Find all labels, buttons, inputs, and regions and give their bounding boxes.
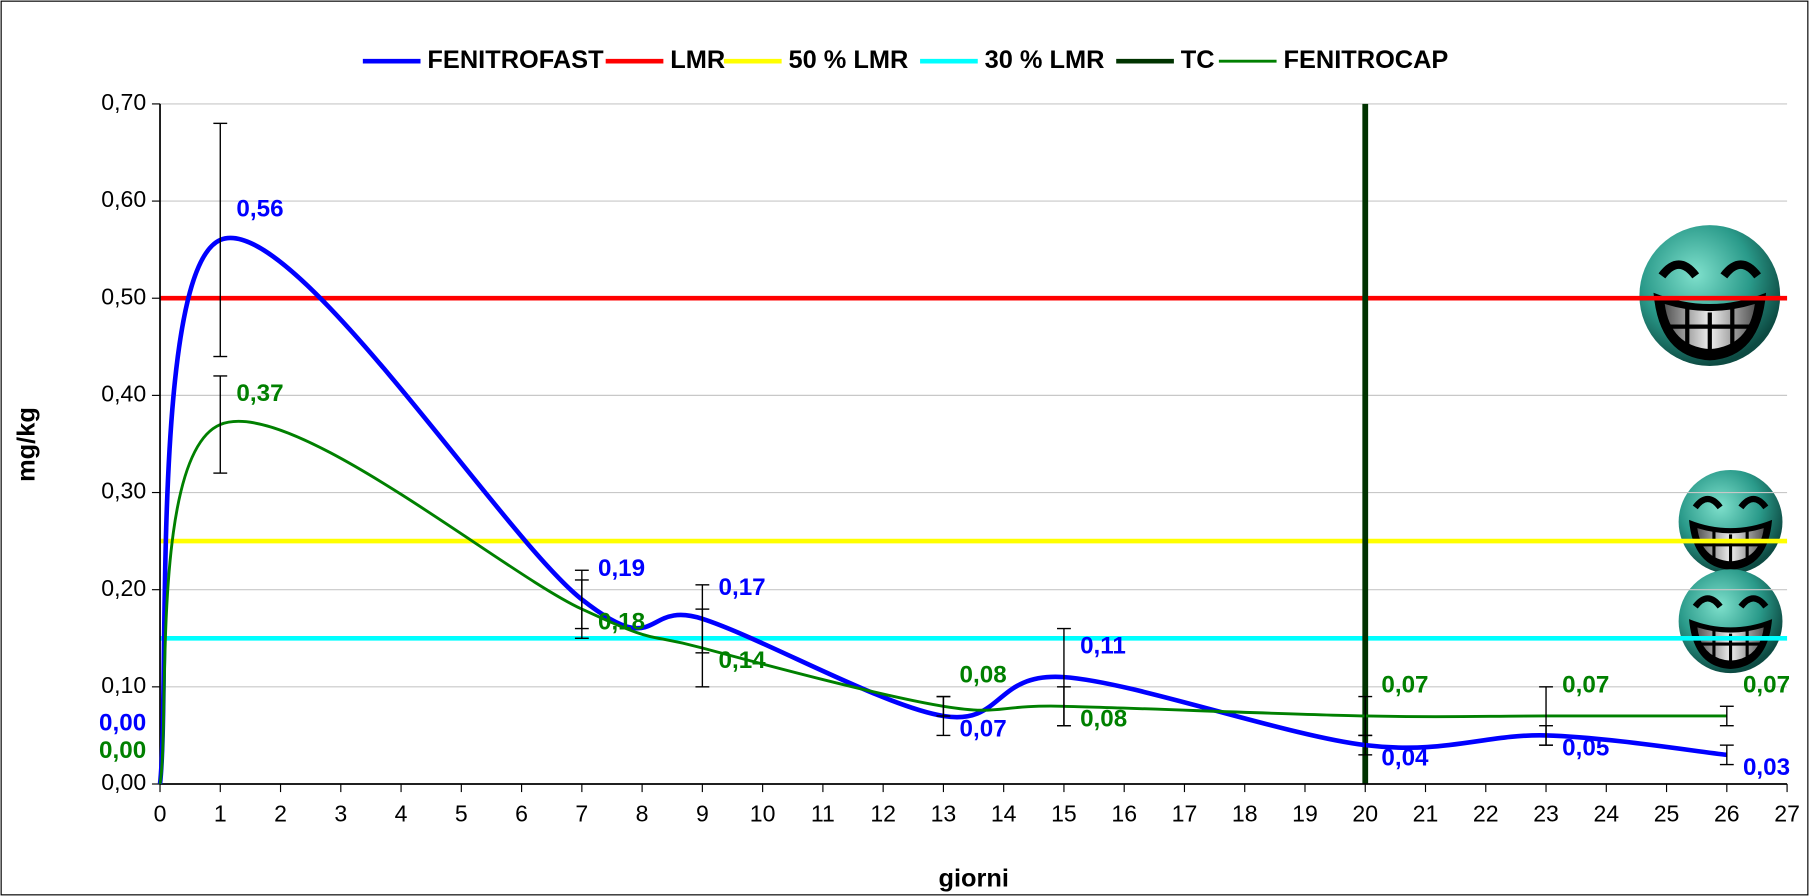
x-tick-label: 24 bbox=[1593, 800, 1619, 826]
x-tick-label: 25 bbox=[1654, 800, 1680, 826]
legend-label: TC bbox=[1181, 46, 1215, 74]
data-label: 0,04 bbox=[1381, 744, 1429, 771]
x-tick-label: 16 bbox=[1111, 800, 1137, 826]
x-tick-label: 10 bbox=[750, 800, 776, 826]
y-tick-label: 0,10 bbox=[101, 672, 146, 698]
y-tick-label: 0,00 bbox=[101, 769, 146, 795]
legend-label: 30 % LMR bbox=[985, 46, 1105, 74]
error-bar bbox=[936, 695, 951, 717]
error-bar bbox=[1539, 686, 1553, 746]
x-tick-label: 7 bbox=[575, 800, 588, 826]
legend-label: FENITROFAST bbox=[427, 46, 604, 74]
x-tick-label: 23 bbox=[1533, 800, 1559, 826]
smiley-icon bbox=[1679, 569, 1783, 673]
x-tick-label: 14 bbox=[991, 800, 1017, 826]
x-tick-label: 27 bbox=[1774, 800, 1800, 826]
data-label: 0,07 bbox=[1743, 671, 1790, 698]
x-tick-label: 8 bbox=[636, 800, 649, 826]
x-tick-label: 12 bbox=[870, 800, 896, 826]
x-tick-label: 20 bbox=[1352, 800, 1378, 826]
data-label: 0,08 bbox=[960, 662, 1007, 689]
x-tick-label: 21 bbox=[1413, 800, 1439, 826]
error-bar bbox=[1719, 744, 1734, 766]
y-axis-title: mg/kg bbox=[12, 407, 40, 482]
x-tick-label: 22 bbox=[1473, 800, 1499, 826]
y-tick-label: 0,60 bbox=[101, 186, 146, 212]
x-tick-label: 5 bbox=[455, 800, 468, 826]
data-label: 0,18 bbox=[598, 608, 645, 635]
x-tick-label: 0 bbox=[154, 800, 167, 826]
series-line bbox=[158, 420, 1727, 785]
data-label: 0,14 bbox=[719, 647, 767, 674]
data-label: 0,37 bbox=[236, 380, 283, 407]
smiley-icon bbox=[1639, 225, 1780, 366]
data-label: 0,07 bbox=[1562, 671, 1609, 698]
x-tick-label: 15 bbox=[1051, 800, 1077, 826]
x-tick-label: 18 bbox=[1232, 800, 1258, 826]
data-label: 0,56 bbox=[236, 195, 283, 222]
error-bar bbox=[213, 375, 228, 474]
data-label: 0,07 bbox=[960, 715, 1007, 742]
data-label: 0,17 bbox=[719, 574, 766, 601]
data-label: 0,00 bbox=[99, 709, 146, 736]
data-label: 0,00 bbox=[99, 737, 146, 764]
data-label: 0,07 bbox=[1381, 671, 1428, 698]
x-tick-label: 2 bbox=[274, 800, 287, 826]
error-bar bbox=[695, 608, 710, 688]
legend-label: 50 % LMR bbox=[789, 46, 909, 74]
x-tick-label: 4 bbox=[395, 800, 408, 826]
x-tick-label: 9 bbox=[696, 800, 709, 826]
x-tick-label: 19 bbox=[1292, 800, 1318, 826]
x-tick-label: 3 bbox=[334, 800, 347, 826]
y-tick-label: 0,20 bbox=[101, 575, 146, 601]
x-tick-label: 26 bbox=[1714, 800, 1740, 826]
y-tick-label: 0,30 bbox=[101, 478, 146, 504]
error-bar bbox=[574, 579, 589, 639]
x-tick-label: 6 bbox=[515, 800, 528, 826]
error-bar bbox=[213, 122, 228, 358]
x-tick-label: 11 bbox=[811, 800, 835, 826]
y-tick-label: 0,40 bbox=[101, 380, 146, 406]
y-tick-label: 0,70 bbox=[101, 89, 146, 115]
y-tick-label: 0,50 bbox=[101, 283, 146, 309]
data-label: 0,05 bbox=[1562, 735, 1609, 762]
error-bar bbox=[1719, 705, 1734, 727]
x-tick-label: 17 bbox=[1172, 800, 1198, 826]
data-label: 0,03 bbox=[1743, 754, 1790, 781]
x-tick-label: 1 bbox=[214, 800, 227, 826]
x-tick-label: 13 bbox=[931, 800, 957, 826]
error-bar bbox=[1057, 686, 1071, 727]
legend-label: LMR bbox=[670, 46, 725, 74]
data-label: 0,08 bbox=[1080, 706, 1127, 733]
smiley-icon bbox=[1679, 470, 1783, 574]
data-label: 0,11 bbox=[1080, 633, 1126, 660]
error-bar bbox=[1358, 695, 1373, 737]
legend-label: FENITROCAP bbox=[1283, 46, 1448, 74]
data-label: 0,19 bbox=[598, 555, 645, 582]
x-axis-title: giorni bbox=[938, 865, 1008, 893]
